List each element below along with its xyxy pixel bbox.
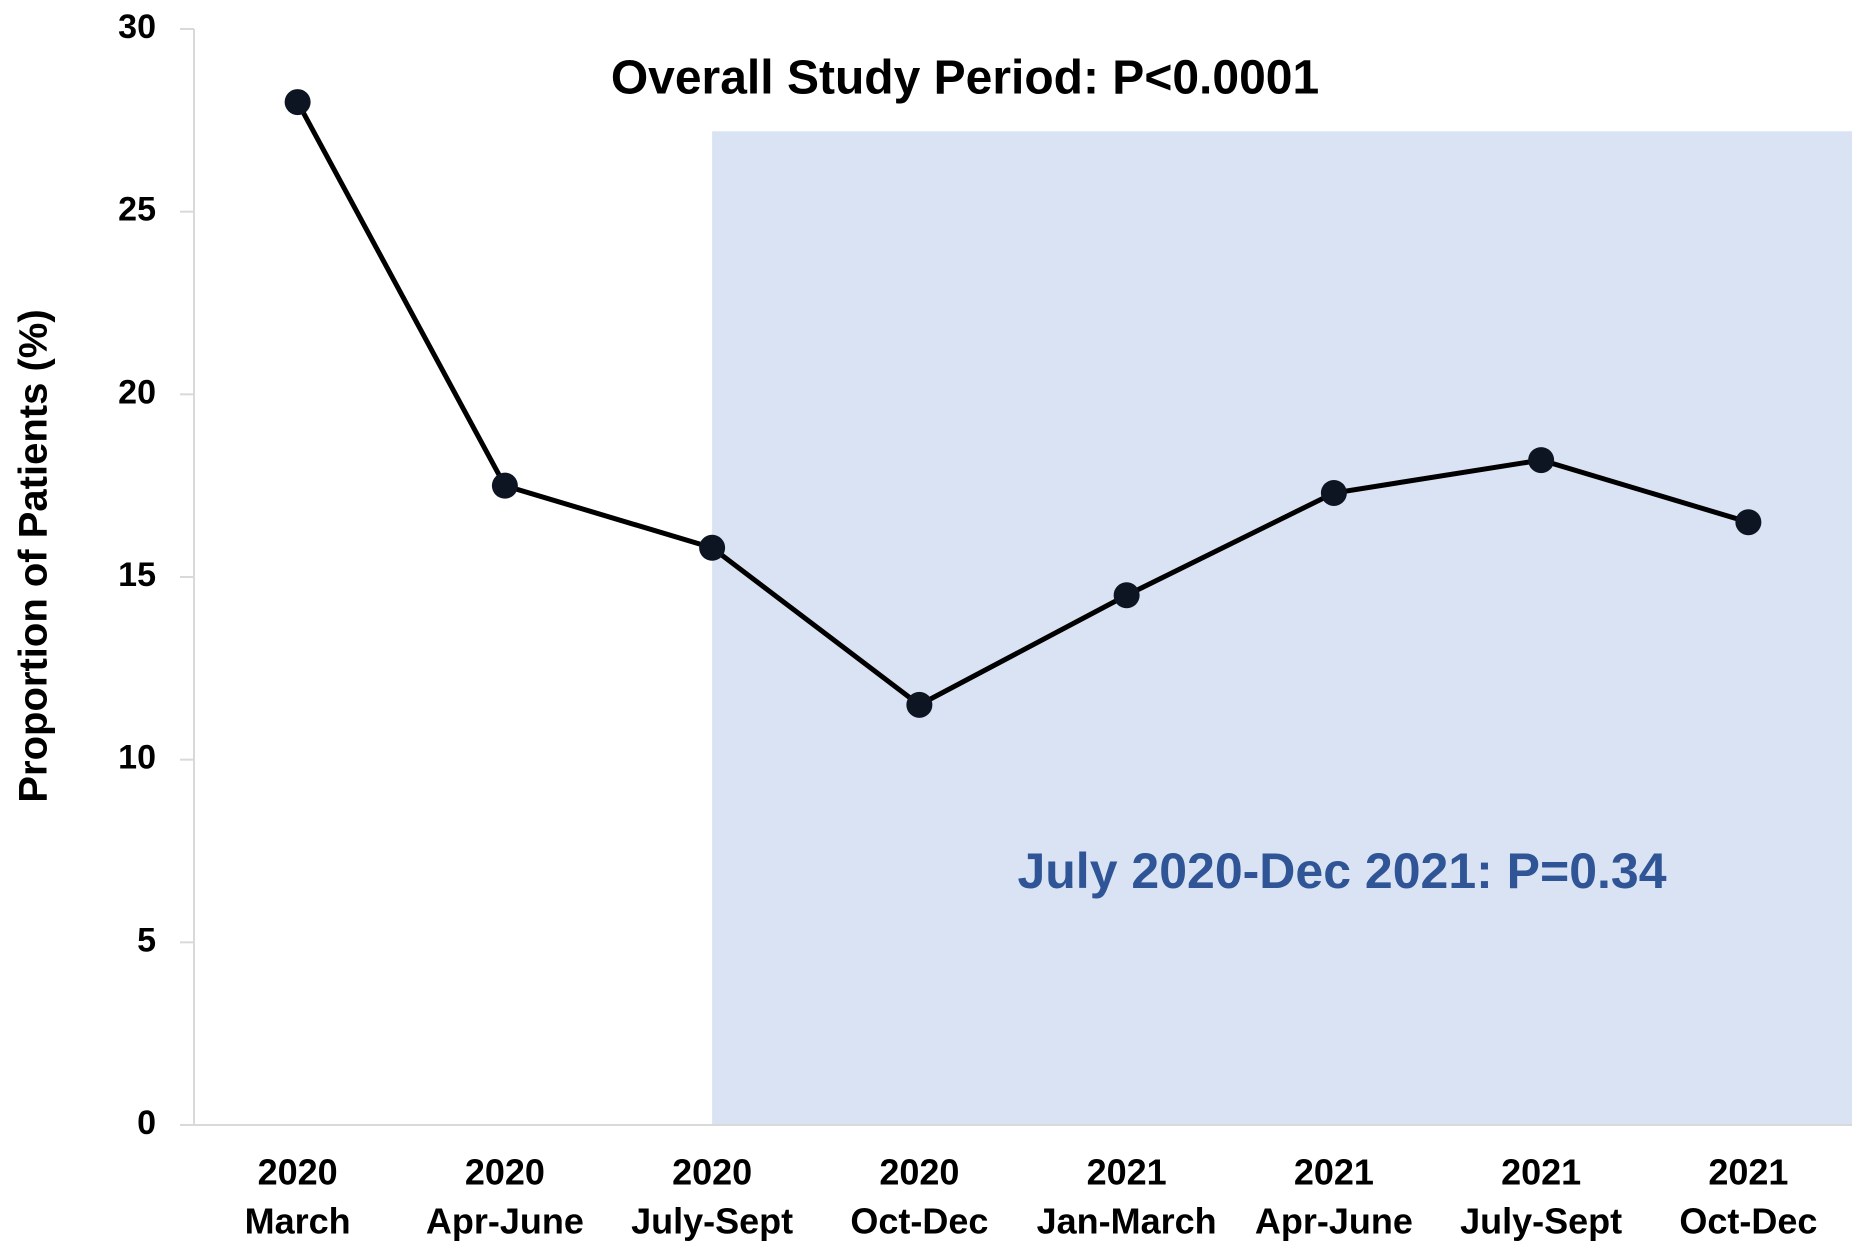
x-tick-label: 2020: [465, 1152, 545, 1193]
x-tick-label: July-Sept: [1460, 1201, 1622, 1242]
data-point: [1735, 509, 1762, 536]
highlight-region: [712, 131, 1852, 1125]
y-tick-label: 25: [118, 191, 156, 229]
data-point: [699, 534, 726, 561]
x-tick-label: July-Sept: [631, 1201, 793, 1242]
data-point: [906, 691, 933, 718]
x-tick-label: 2021: [1087, 1152, 1167, 1193]
x-tick-label: Oct-Dec: [850, 1201, 988, 1242]
data-point: [1528, 447, 1555, 474]
y-tick-label: 5: [137, 921, 156, 959]
y-tick-label: 30: [118, 8, 156, 46]
y-tick-label: 15: [118, 556, 156, 594]
annotation: July 2020-Dec 2021: P=0.34: [1017, 843, 1666, 899]
x-tick-label: Jan-March: [1037, 1201, 1217, 1242]
x-tick-label: 2021: [1708, 1152, 1788, 1193]
y-tick-label: 20: [118, 373, 156, 411]
y-tick-label: 10: [118, 739, 156, 777]
x-tick-label: 2020: [258, 1152, 338, 1193]
annotation: Overall Study Period: P<0.0001: [611, 52, 1319, 105]
x-tick-label: Apr-June: [1255, 1201, 1413, 1242]
x-tick-label: 2021: [1294, 1152, 1374, 1193]
data-line: [295, 100, 1750, 708]
data-point: [1320, 479, 1347, 506]
data-point: [1113, 582, 1140, 609]
data-point: [284, 89, 311, 116]
x-tick-label: 2021: [1501, 1152, 1581, 1193]
x-tick-label: Oct-Dec: [1679, 1201, 1817, 1242]
x-tick-label: Apr-June: [426, 1201, 584, 1242]
x-tick-label: 2020: [879, 1152, 959, 1193]
data-point: [491, 472, 518, 499]
x-tick-label: March: [245, 1201, 351, 1242]
x-tick-label: 2020: [672, 1152, 752, 1193]
y-tick-label: 0: [137, 1104, 156, 1142]
y-axis-label: Proportion of Patients (%): [12, 309, 56, 802]
